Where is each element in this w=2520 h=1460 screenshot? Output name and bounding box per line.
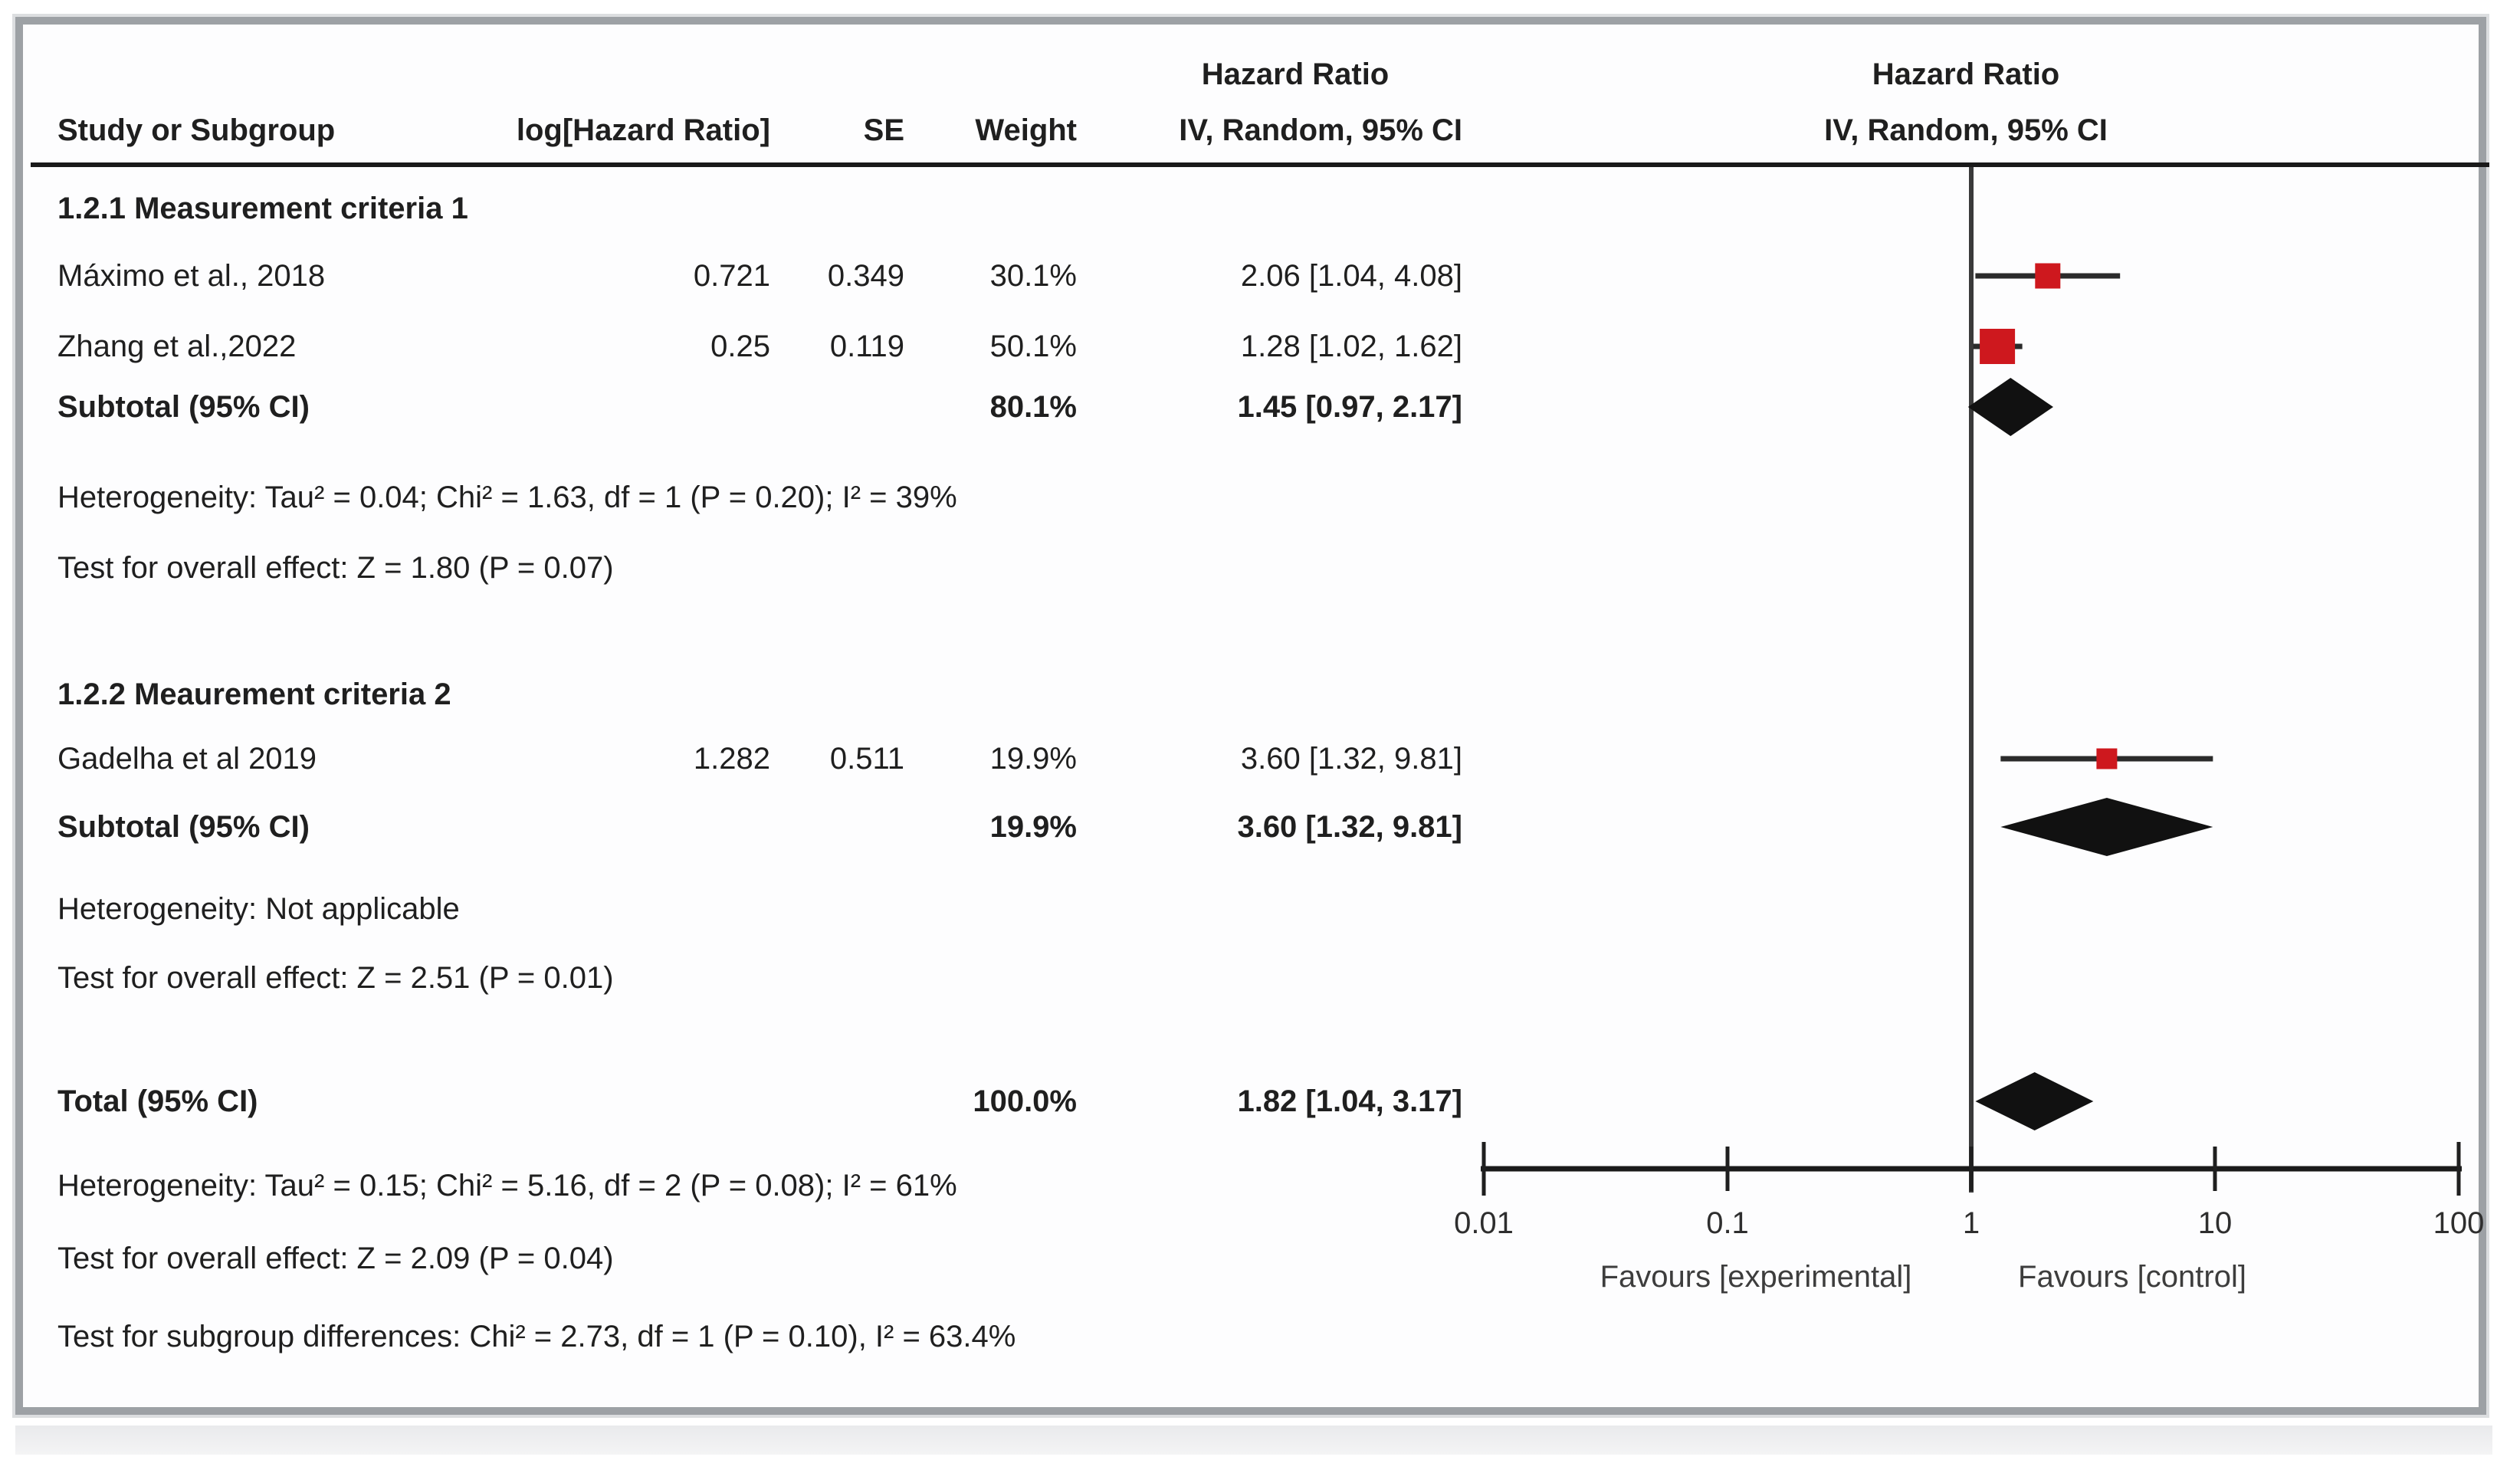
pooled-diamond	[1967, 378, 2053, 436]
row-label: Zhang et al.,2022	[57, 330, 297, 363]
cell-se: 0.349	[827, 259, 904, 293]
effect-column-title: Hazard Ratio	[1201, 57, 1390, 91]
cell-se: 0.511	[829, 742, 904, 776]
cell-log-hr: 0.721	[693, 259, 770, 293]
row-label: 1.2.2 Meaurement criteria 2	[57, 678, 451, 711]
tick-label: 10	[2197, 1206, 2233, 1240]
forest-plot-frame	[15, 17, 2486, 1415]
bottom-strip	[15, 1426, 2492, 1455]
study-marker	[2096, 748, 2118, 769]
row-label: Test for overall effect: Z = 1.80 (P = 0…	[57, 551, 614, 585]
cell-ci: 3.60 [1.32, 9.81]	[1240, 742, 1462, 776]
column-header-study: Study or Subgroup	[57, 113, 336, 147]
cell-ci: 1.82 [1.04, 3.17]	[1237, 1084, 1462, 1118]
tick-label: 0.01	[1454, 1206, 1514, 1240]
column-header-se: SE	[863, 113, 904, 147]
cell-weight: 30.1%	[989, 259, 1077, 293]
header-underline	[31, 162, 2489, 167]
row-label: Heterogeneity: Tau² = 0.15; Chi² = 5.16,…	[57, 1169, 957, 1202]
column-header-weight: Weight	[975, 113, 1077, 147]
cell-log-hr: 1.282	[693, 742, 770, 776]
pooled-diamond	[1975, 1072, 2094, 1130]
cell-weight: 80.1%	[989, 390, 1077, 424]
cell-se: 0.119	[829, 330, 904, 363]
favours-left-label: Favours [experimental]	[1600, 1260, 1912, 1294]
row-label: Subtotal (95% CI)	[57, 810, 310, 844]
row-label: Heterogeneity: Not applicable	[57, 892, 460, 926]
study-marker	[2035, 263, 2061, 289]
cell-ci: 2.06 [1.04, 4.08]	[1240, 259, 1462, 293]
row-label: Test for subgroup differences: Chi² = 2.…	[57, 1320, 1016, 1353]
cell-weight: 50.1%	[989, 330, 1077, 363]
column-header-log-hr: log[Hazard Ratio]	[516, 113, 770, 147]
cell-weight: 19.9%	[989, 810, 1077, 844]
row-label: Gadelha et al 2019	[57, 742, 317, 776]
cell-weight: 19.9%	[989, 742, 1077, 776]
cell-ci: 3.60 [1.32, 9.81]	[1237, 810, 1462, 844]
cell-ci: 1.45 [0.97, 2.17]	[1237, 390, 1462, 424]
tick-label: 1	[1962, 1206, 1980, 1240]
plot-header-effect-ci: IV, Random, 95% CI	[1824, 113, 2108, 147]
cell-ci: 1.28 [1.02, 1.62]	[1240, 330, 1462, 363]
favours-right-label: Favours [control]	[2018, 1260, 2246, 1294]
pooled-diamond	[2000, 798, 2213, 856]
row-label: Total (95% CI)	[57, 1084, 258, 1118]
cell-weight: 100.0%	[973, 1084, 1077, 1118]
study-marker	[1980, 329, 2016, 364]
row-label: Heterogeneity: Tau² = 0.04; Chi² = 1.63,…	[57, 481, 957, 514]
plot-column-title: Hazard Ratio	[1872, 57, 2060, 91]
row-label: Test for overall effect: Z = 2.09 (P = 0…	[57, 1242, 614, 1275]
tick-label: 0.1	[1706, 1206, 1749, 1240]
cell-log-hr: 0.25	[710, 330, 770, 363]
row-label: 1.2.1 Measurement criteria 1	[57, 192, 468, 225]
column-header-effect-ci: IV, Random, 95% CI	[1179, 113, 1462, 147]
row-label: Test for overall effect: Z = 2.51 (P = 0…	[57, 961, 614, 995]
row-label: Subtotal (95% CI)	[57, 390, 310, 424]
tick-label: 100	[2433, 1206, 2485, 1240]
row-label: Máximo et al., 2018	[57, 259, 326, 293]
